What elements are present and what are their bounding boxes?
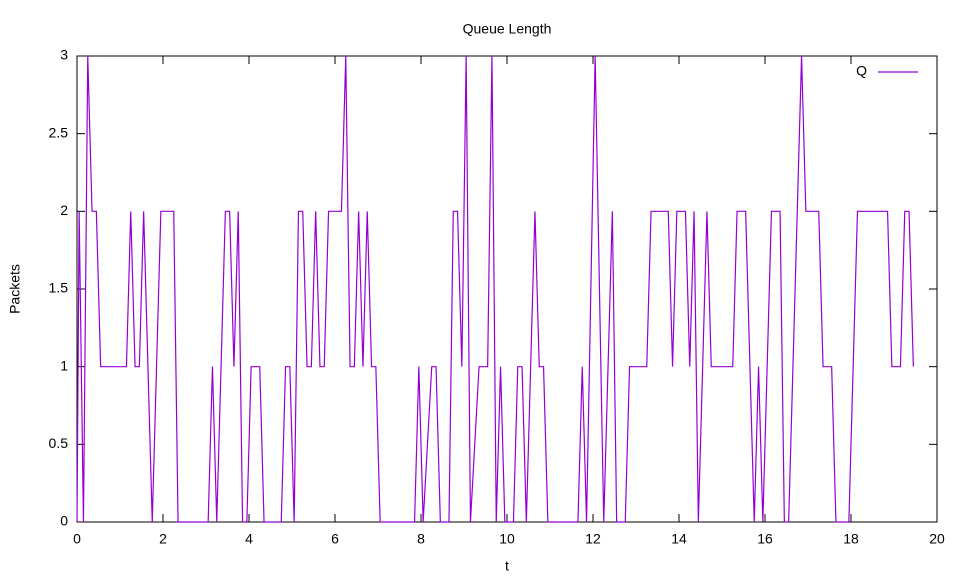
y-tick-label: 2: [60, 202, 68, 218]
y-tick-label: 0: [60, 513, 68, 529]
x-axis-label: t: [505, 558, 509, 574]
y-tick-label: 2.5: [49, 124, 69, 140]
x-tick-label: 0: [73, 531, 81, 547]
x-tick-label: 2: [159, 531, 167, 547]
x-tick-label: 8: [417, 531, 425, 547]
series-line: [76, 55, 914, 523]
x-tick-label: 6: [331, 531, 339, 547]
legend-label: Q: [856, 63, 867, 79]
x-tick-label: 20: [929, 531, 945, 547]
y-tick-label: 1: [60, 357, 68, 373]
x-tick-label: 10: [499, 531, 515, 547]
y-tick-label: 1.5: [49, 280, 69, 296]
y-tick-label: 3: [60, 47, 68, 63]
x-tick-label: 4: [245, 531, 253, 547]
x-tick-label: 16: [757, 531, 773, 547]
plot-frame: [76, 55, 938, 523]
y-tick-label: 0.5: [49, 435, 69, 451]
x-tick-label: 14: [671, 531, 687, 547]
x-tick-label: 12: [585, 531, 601, 547]
y-axis-label: Packets: [7, 264, 23, 314]
x-tick-label: 18: [843, 531, 859, 547]
chart-title: Queue Length: [463, 21, 552, 37]
